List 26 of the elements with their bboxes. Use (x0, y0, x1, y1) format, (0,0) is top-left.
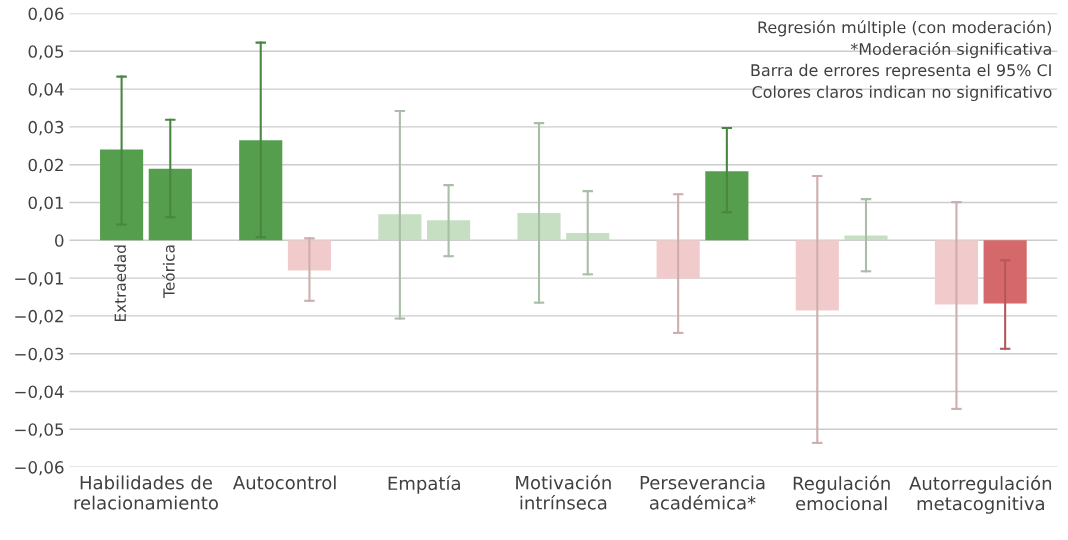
y-tick-label: 0,02 (28, 158, 63, 173)
y-tick-label: 0,06 (28, 7, 64, 22)
y-tick-label: −0,03 (15, 347, 64, 362)
y-tick-label: −0,04 (15, 385, 64, 400)
x-tick-label: Perseverancia académica* (640, 475, 765, 510)
y-tick-label: 0 (55, 234, 64, 247)
x-tick-label: Regulación emocional (793, 475, 890, 511)
x-tick-label: Habilidades de relacionamiento (74, 475, 218, 510)
y-tick-label: −0,06 (15, 461, 64, 476)
y-tick-label: 0,01 (28, 196, 64, 211)
text: Extraedad (114, 245, 127, 322)
text: Teórica (162, 245, 175, 298)
annotation: *Moderación significativa (850, 42, 1051, 59)
y-tick-label: 0,04 (28, 83, 64, 98)
x-tick-label: Empatía (388, 475, 460, 494)
x-tick-label: Autorregulación metacognitiva (909, 475, 1052, 514)
y-tick-label: −0,01 (15, 272, 64, 287)
annotation: Regresión múltiple (con moderación) (758, 20, 1052, 37)
y-tick-label: 0,03 (28, 120, 64, 136)
x-tick-label: Motivación intrínseca (516, 474, 611, 510)
annotation: Colores claros indican no significativo (752, 85, 1052, 102)
x-tick-label: Autocontrol (232, 475, 336, 490)
y-tick-label: 0,05 (28, 45, 64, 60)
y-tick-label: −0,02 (15, 309, 63, 325)
annotation: Barra de errores representa el 95% CI (751, 63, 1051, 80)
y-tick-label: −0,05 (15, 423, 64, 438)
